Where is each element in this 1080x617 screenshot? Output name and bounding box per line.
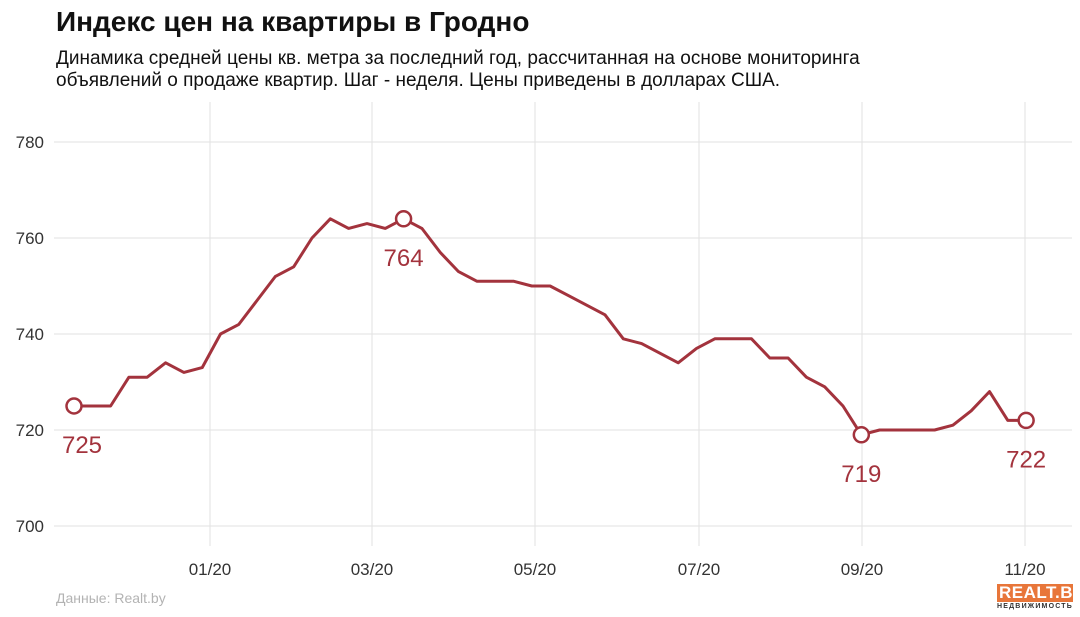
chart-title: Индекс цен на квартиры в Гродно <box>56 6 530 37</box>
x-tick-label: 11/20 <box>1004 560 1045 579</box>
y-tick-label: 700 <box>16 517 44 536</box>
x-tick-label: 01/20 <box>189 560 232 579</box>
realt-by-logo[interactable]: REALT.BY НЕДВИЖИМОСТЬ <box>997 583 1080 611</box>
y-tick-label: 780 <box>16 133 44 152</box>
x-tick-label: 09/20 <box>841 560 884 579</box>
price-line <box>72 217 1028 437</box>
annotation-label: 722 <box>1006 446 1046 473</box>
x-tick-label: 03/20 <box>351 560 394 579</box>
logo-subtext: НЕДВИЖИМОСТЬ <box>997 603 1074 610</box>
chart-subtitle: Динамика средней цены кв. метра за после… <box>56 48 956 92</box>
y-tick-label: 720 <box>16 421 44 440</box>
annotation-label: 764 <box>384 245 424 272</box>
annotation-markers: 725 764 719 722 <box>62 210 1046 488</box>
annotation-point <box>1017 411 1035 430</box>
annotation-point <box>394 210 413 228</box>
annotation-label: 719 <box>841 461 881 488</box>
x-tick-label: 07/20 <box>678 560 721 579</box>
y-tick-label: 740 <box>16 325 44 344</box>
y-tick-label: 760 <box>16 229 44 248</box>
x-tick-label: 05/20 <box>514 560 557 579</box>
data-source-note: Данные: Realt.by <box>56 590 166 606</box>
logo-text: REALT.BY <box>997 583 1080 602</box>
subtitle-line-2: объявлений о продаже квартир. Шаг - неде… <box>56 70 781 91</box>
annotation-point <box>852 426 871 444</box>
y-axis-ticks: 700 720 740 760 780 <box>16 133 44 536</box>
grid-lines <box>54 102 1072 546</box>
subtitle-line-1: Динамика средней цены кв. метра за после… <box>56 48 860 69</box>
x-axis-ticks: 01/20 03/20 05/20 07/20 09/20 11/20 <box>189 560 1046 579</box>
price-series <box>72 217 1028 437</box>
annotation-label: 725 <box>62 432 102 459</box>
annotation-point <box>65 397 83 415</box>
